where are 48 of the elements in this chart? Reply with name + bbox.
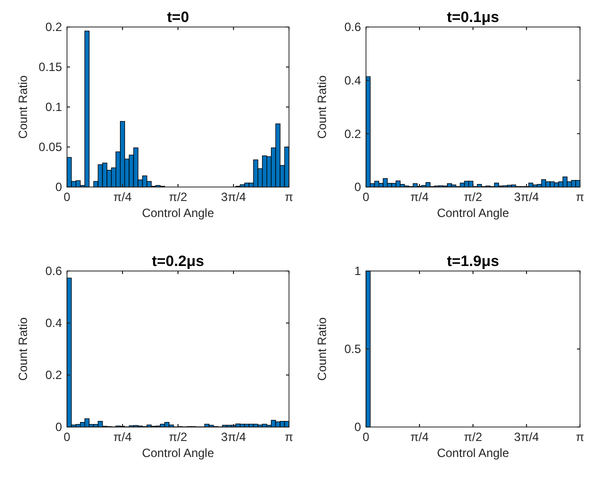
x-tick-label: 0: [64, 430, 71, 444]
x-axis-title: Control Angle: [142, 446, 214, 460]
y-tick-label: 1: [354, 264, 362, 278]
x-tick-label: 0: [362, 430, 370, 444]
x-tick-label: 3π/4: [221, 430, 246, 444]
x-tick-label: π/2: [168, 430, 188, 444]
y-tick-label: 0.6: [344, 20, 362, 34]
chart-title: t=0.2μs: [152, 253, 204, 270]
y-tick-label: 0.4: [45, 316, 62, 330]
x-tick-label: π/2: [464, 430, 482, 444]
y-tick-label: 0: [354, 420, 362, 434]
y-tick-label: 0: [55, 420, 62, 434]
x-axis-title: Control Angle: [436, 206, 510, 220]
chart-title: t=1.9μs: [446, 253, 500, 270]
x-tick-label: π/2: [168, 190, 188, 204]
y-tick-label: 0.2: [344, 126, 362, 141]
x-tick-label: π: [284, 190, 294, 204]
y-tick-label: 0.1: [45, 100, 62, 114]
x-tick-label: π/4: [410, 190, 429, 204]
x-tick-label: 3π/4: [514, 190, 540, 204]
x-tick-label: π/4: [113, 430, 132, 444]
y-tick-label: 0: [55, 180, 62, 194]
x-tick-label: π: [576, 190, 584, 204]
y-tick-label: 0.05: [38, 140, 62, 154]
x-tick-label: π/2: [464, 190, 482, 204]
chart-title: t=0.1μs: [446, 9, 500, 26]
y-tick-label: 0.5: [344, 342, 362, 356]
x-tick-label: π/4: [113, 190, 132, 204]
y-tick-label: 0.2: [45, 20, 62, 34]
x-tick-label: π: [284, 430, 294, 444]
chart-title: t=0: [166, 9, 190, 26]
y-axis-title: Count Ratio: [16, 74, 30, 139]
x-axis-title: Control Angle: [142, 206, 214, 220]
x-tick-label: 0: [362, 190, 370, 204]
y-tick-label: 0.2: [45, 368, 62, 382]
x-axis-title: Control Angle: [436, 446, 510, 460]
y-tick-label: 0: [354, 180, 362, 194]
y-tick-label: 0.15: [38, 60, 62, 74]
y-tick-label: 0.4: [344, 74, 362, 88]
x-tick-label: 0: [64, 190, 71, 204]
y-axis-title: Count Ratio: [315, 74, 329, 139]
x-tick-label: π: [576, 430, 584, 444]
x-tick-label: 3π/4: [221, 190, 246, 204]
y-axis-title: Count Ratio: [16, 316, 30, 381]
x-tick-label: 3π/4: [514, 430, 540, 444]
y-axis-title: Count Ratio: [315, 316, 329, 381]
y-tick-label: 0.6: [45, 264, 62, 278]
x-tick-label: π/4: [410, 430, 429, 444]
